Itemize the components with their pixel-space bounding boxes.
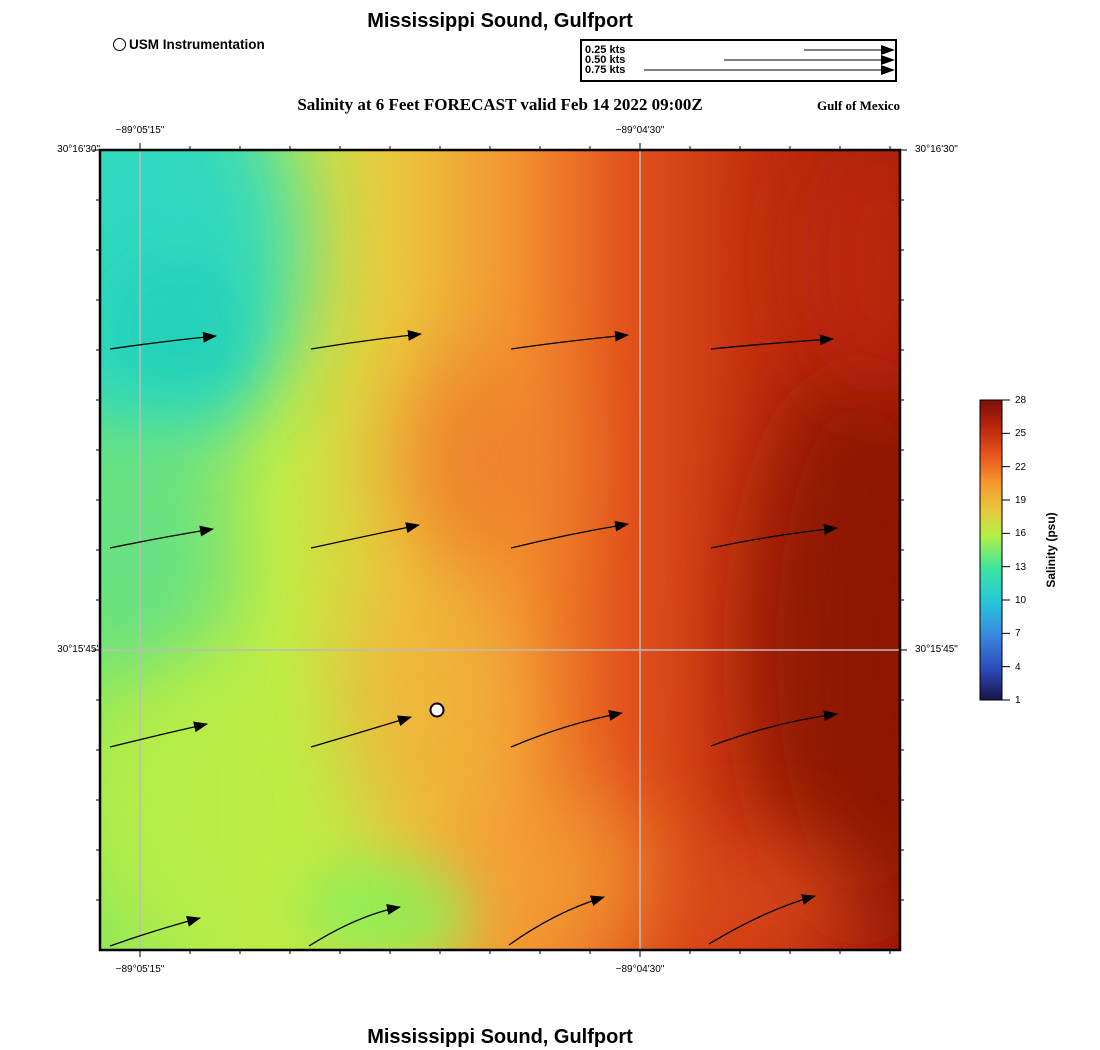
current-arrow: [310, 522, 420, 549]
colorbar-tick-label: 13: [1015, 562, 1027, 573]
forecast-subtitle: Salinity at 6 Feet FORECAST valid Feb 14…: [297, 95, 703, 114]
footer-title: Mississippi Sound, Gulfport: [367, 1026, 633, 1048]
map-ticks: [93, 143, 907, 957]
current-arrow: [109, 331, 217, 350]
lat-label-left-mid: 30°15'45": [57, 644, 100, 655]
speed-label-0-25: 0.25 kts: [585, 44, 626, 56]
current-speed-legend: [580, 39, 897, 82]
current-arrow: [109, 721, 208, 748]
colorbar-ticks: [1002, 399, 1010, 701]
colorbar-title: Salinity (psu): [1044, 512, 1058, 588]
colorbar-tick-label: 22: [1015, 462, 1027, 473]
current-arrow: [710, 523, 838, 549]
salinity-field: [100, 150, 900, 950]
station-marker-icon: [113, 38, 126, 51]
lon-label-bottom-east: −89°04'30": [615, 964, 665, 975]
current-arrow: [308, 904, 401, 947]
speed-label-0-50: 0.50 kts: [585, 54, 626, 66]
lon-label-bottom-west: −89°05'15": [115, 964, 165, 975]
current-arrow: [508, 895, 605, 946]
graticule: [100, 150, 900, 950]
current-arrow: [109, 916, 201, 947]
colorbar-tick-label: 28: [1015, 395, 1027, 406]
salinity-colorbar: [979, 399, 1003, 701]
current-arrow: [510, 520, 629, 549]
current-arrow: [310, 329, 422, 350]
colorbar-tick-label: 1: [1015, 695, 1021, 706]
speed-label-0-75: 0.75 kts: [585, 64, 626, 76]
usm-station-marker[interactable]: [429, 702, 445, 718]
speed-legend-arrows: [644, 45, 895, 75]
current-arrow: [708, 894, 816, 945]
current-arrow: [510, 330, 629, 350]
usm-instrumentation-legend: USM Instrumentation: [113, 37, 265, 52]
usm-legend-label: USM Instrumentation: [129, 37, 265, 52]
map-title: Mississippi Sound, Gulfport: [367, 10, 633, 32]
lon-label-top-east: −89°04'30": [615, 125, 665, 136]
current-arrow: [310, 715, 412, 748]
current-vectors: [109, 329, 838, 947]
current-arrow: [710, 710, 838, 747]
current-arrow: [710, 334, 834, 350]
colorbar-tick-label: 25: [1015, 428, 1027, 439]
colorbar-tick-label: 19: [1015, 495, 1027, 506]
colorbar-tick-label: 4: [1015, 662, 1021, 673]
colorbar-tick-label: 7: [1015, 628, 1021, 639]
lat-label-right-mid: 30°15'45": [915, 644, 958, 655]
colorbar-tick-label: 16: [1015, 528, 1027, 539]
colorbar-tick-label: 10: [1015, 595, 1027, 606]
lon-label-top-west: −89°05'15": [115, 125, 165, 136]
lat-label-left-north: 30°16'30": [57, 144, 100, 155]
current-arrow: [109, 525, 214, 549]
lat-label-right-north: 30°16'30": [915, 144, 958, 155]
current-arrow: [510, 709, 623, 748]
region-label: Gulf of Mexico: [816, 98, 900, 113]
